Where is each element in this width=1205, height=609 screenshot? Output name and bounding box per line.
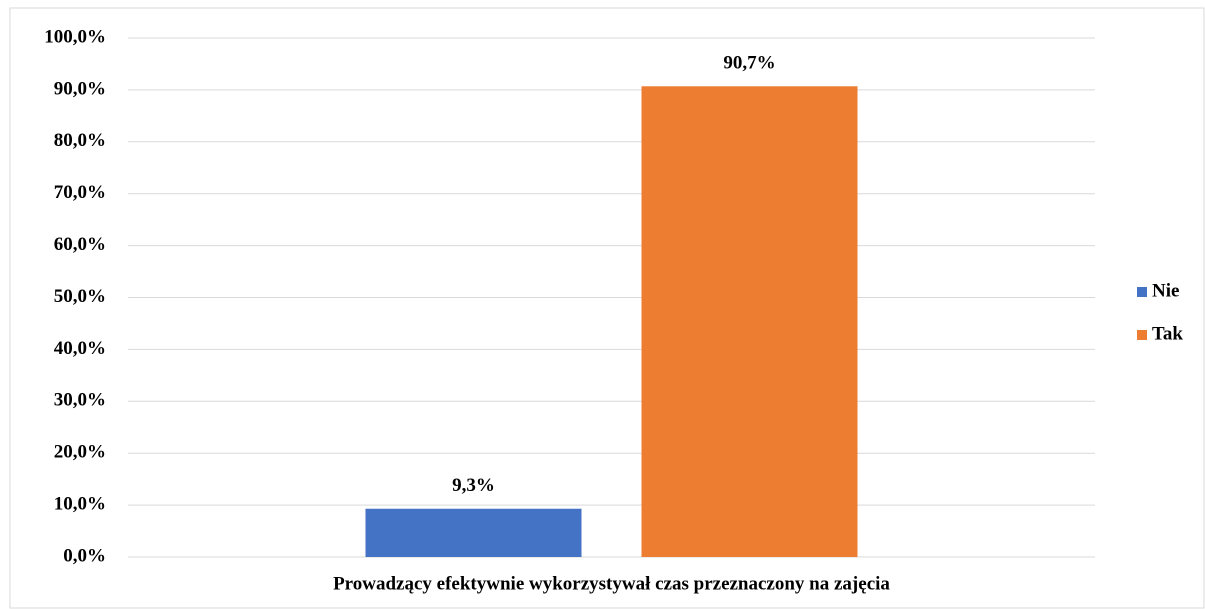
y-tick-label: 80,0%: [54, 130, 106, 151]
y-tick-label: 90,0%: [54, 78, 106, 99]
y-tick-label: 10,0%: [54, 493, 106, 514]
legend-label: Nie: [1152, 280, 1179, 301]
y-tick-label: 60,0%: [54, 234, 106, 255]
legend-swatch: [1137, 330, 1147, 340]
y-tick-label: 100,0%: [44, 26, 106, 47]
y-tick-label: 50,0%: [54, 286, 106, 307]
x-tick-label: Prowadzący efektywnie wykorzystywał czas…: [333, 573, 890, 594]
y-tick-label: 30,0%: [54, 390, 106, 411]
y-tick-label: 70,0%: [54, 182, 106, 203]
legend-swatch: [1137, 287, 1147, 297]
data-label: 90,7%: [723, 53, 775, 74]
y-tick-label: 40,0%: [54, 338, 106, 359]
bar: [641, 86, 858, 557]
y-tick-label: 0,0%: [63, 545, 106, 566]
chart-border: [9, 7, 1205, 609]
y-tick-label: 20,0%: [54, 442, 106, 463]
legend-label: Tak: [1152, 323, 1183, 344]
data-label: 9,3%: [452, 475, 495, 496]
bar: [365, 508, 582, 557]
